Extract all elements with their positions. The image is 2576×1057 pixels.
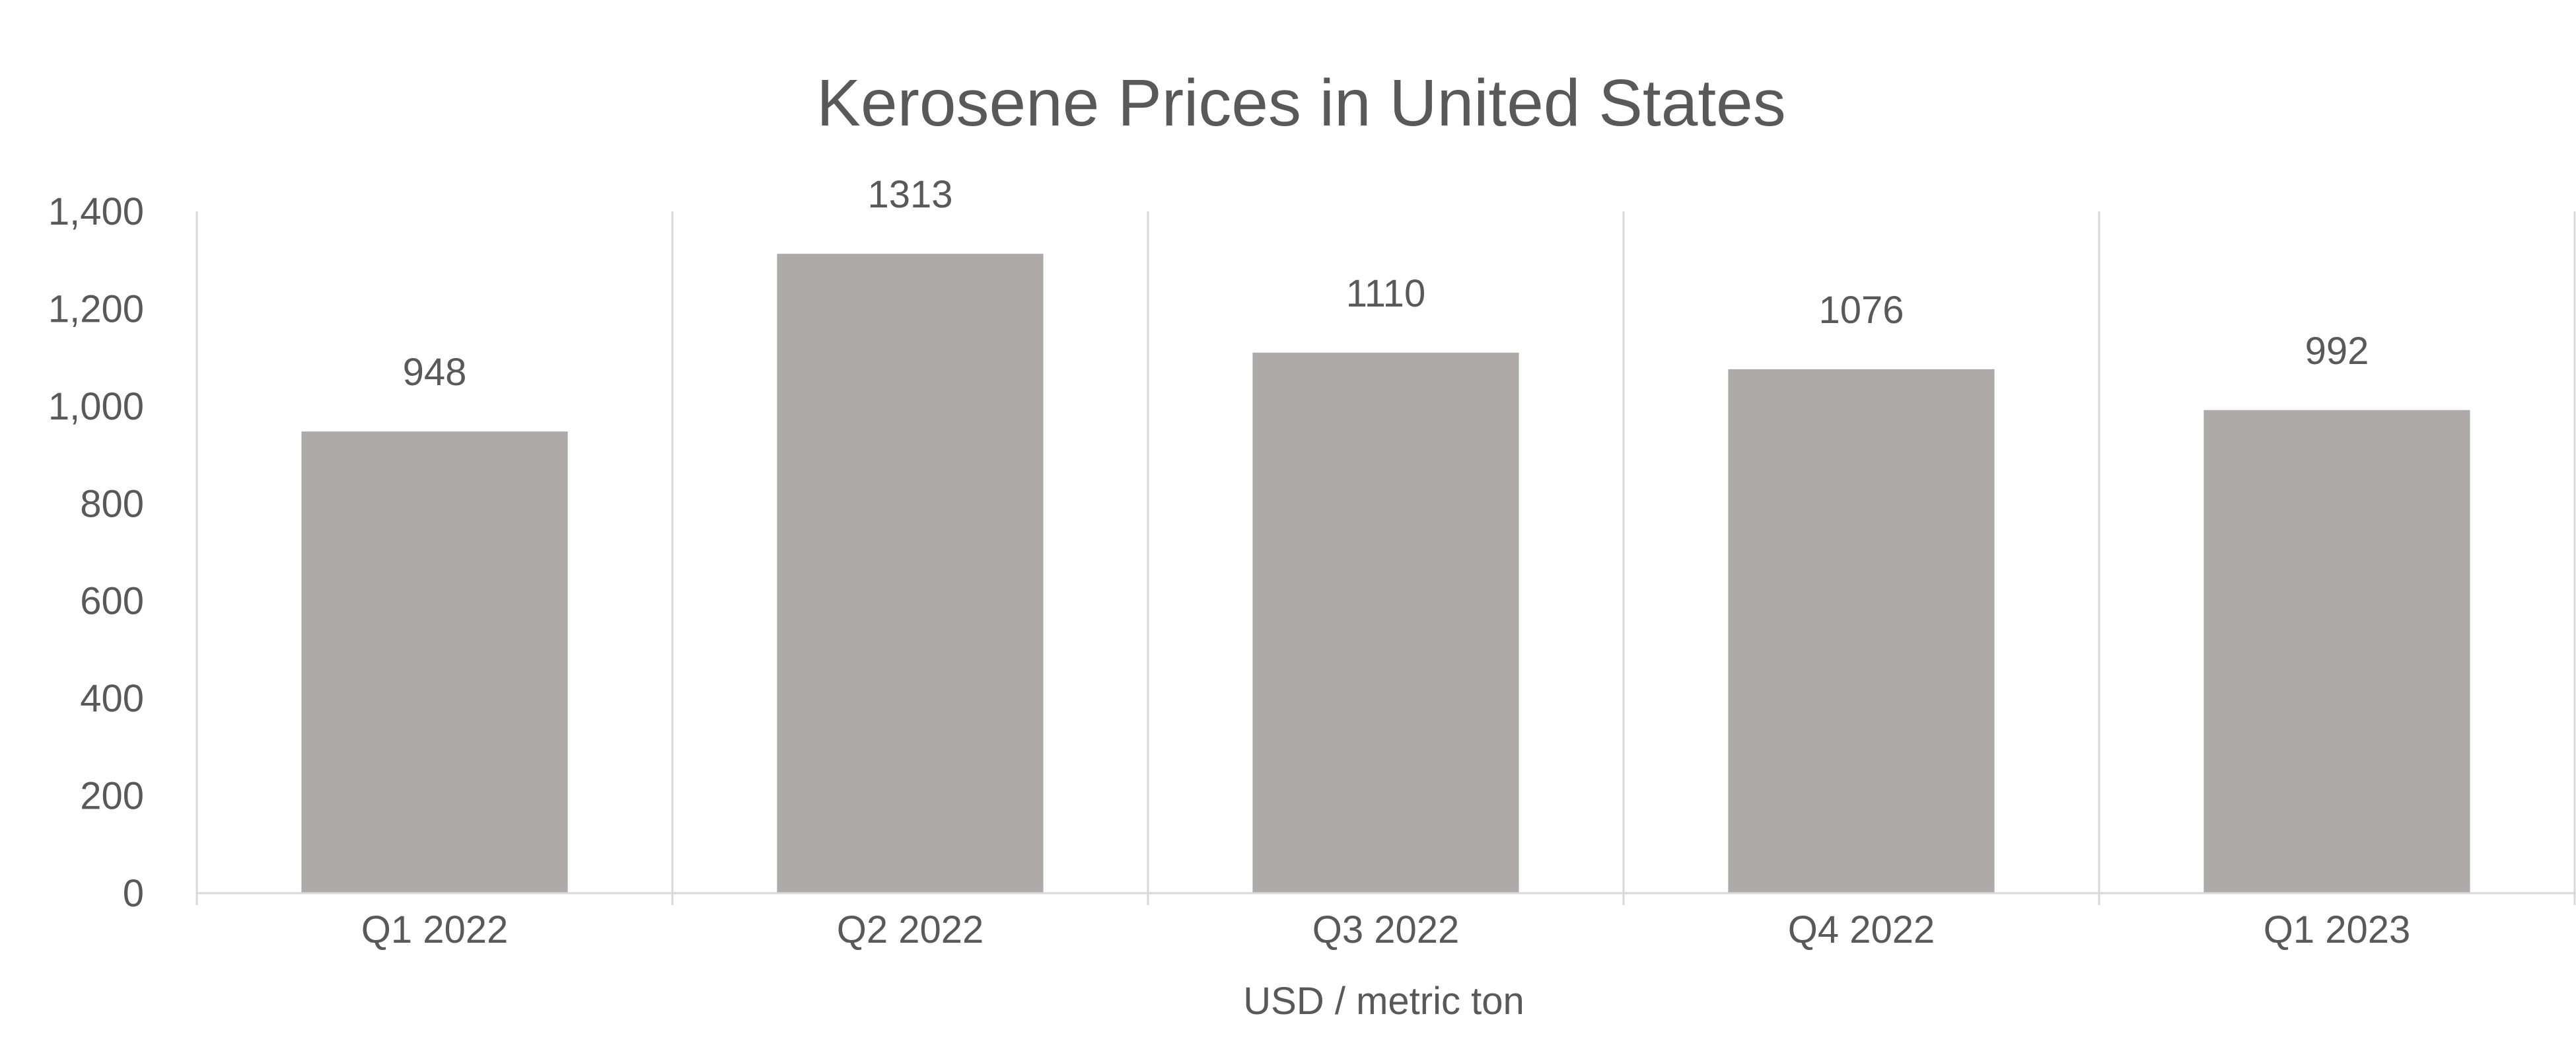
x-tick-label: Q3 2022: [1312, 908, 1460, 951]
bar: [777, 254, 1044, 893]
x-tick-label: Q1 2022: [361, 908, 509, 951]
y-tick-label: 800: [80, 482, 144, 525]
bars: [301, 254, 2470, 893]
data-label: 992: [2305, 330, 2369, 373]
y-tick-label: 400: [80, 677, 144, 720]
data-label: 948: [403, 351, 467, 394]
data-label: 1313: [867, 173, 952, 216]
y-tick-label: 1,000: [48, 385, 144, 428]
bar: [301, 431, 568, 893]
x-axis: Q1 2022 Q2 2022 Q3 2022 Q4 2022 Q1 2023: [197, 892, 2575, 951]
bar: [2203, 410, 2470, 893]
y-tick-label: 1,200: [48, 287, 144, 330]
y-axis: 0 200 400 600 800 1,000 1,200 1,400: [48, 190, 144, 915]
y-tick-label: 1,400: [48, 190, 144, 233]
data-label: 1076: [1818, 289, 1904, 332]
data-label: 1110: [1346, 272, 1425, 315]
chart-title: Kerosene Prices in United States: [816, 66, 1785, 140]
y-tick-label: 0: [123, 872, 144, 915]
y-tick-label: 200: [80, 775, 144, 818]
x-axis-title: USD / metric ton: [1243, 980, 1524, 1023]
x-tick-label: Q1 2023: [2264, 908, 2411, 951]
bar: [1728, 369, 1995, 893]
bar: [1252, 352, 1519, 893]
x-tick-label: Q2 2022: [837, 908, 984, 951]
x-tick-label: Q4 2022: [1788, 908, 1935, 951]
y-tick-label: 600: [80, 580, 144, 623]
data-labels: 948 1313 1110 1076 992: [403, 173, 2369, 394]
gridlines: [196, 211, 2576, 905]
